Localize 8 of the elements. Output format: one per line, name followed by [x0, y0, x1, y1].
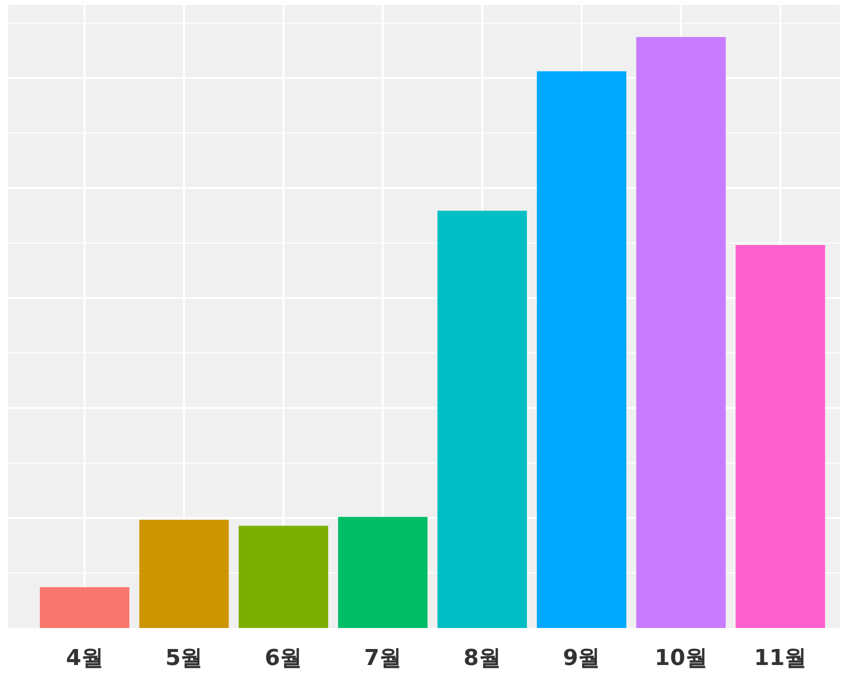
x-tick-label: 11월	[754, 646, 807, 671]
x-tick-label: 4월	[66, 646, 104, 671]
x-tick-label: 5월	[165, 646, 203, 671]
x-tick-label: 8월	[464, 646, 501, 671]
x-tick-label: 6월	[264, 646, 302, 671]
x-tick-label: 10월	[654, 646, 708, 671]
x-tick-label: 9월	[562, 646, 600, 671]
x-tick-label: 7월	[364, 646, 402, 671]
